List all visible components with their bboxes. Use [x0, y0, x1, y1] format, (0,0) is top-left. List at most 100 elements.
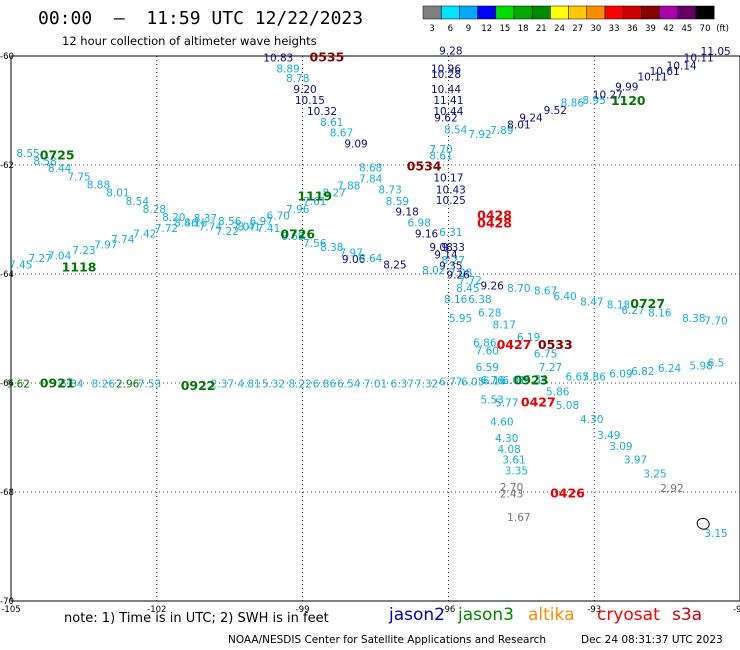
wave-height-label: 10.11	[637, 72, 667, 84]
wave-height-label: 1.67	[507, 512, 530, 524]
lon-tick-label: -102	[147, 605, 166, 615]
pass-time-label: 0427	[521, 394, 556, 409]
wave-height-label: 10.44	[431, 84, 461, 96]
wave-height-label: 8.61	[320, 117, 343, 129]
colorbar: 3 6 9 12 15 18 21 24 27 30 33 36 39 42 45 70 (ft)	[422, 5, 729, 34]
wave-height-label: 3.25	[643, 468, 666, 480]
wave-height-label: 7.23	[72, 245, 95, 257]
wave-height-label: 8.16	[184, 218, 208, 230]
footer-credit: NOAA/NESDIS Center for Satellite Applica…	[228, 634, 546, 646]
wave-height-label: 3.49	[597, 430, 620, 442]
wave-height-label: 10.32	[307, 106, 337, 118]
pass-time-label: 0923	[514, 373, 549, 388]
wave-height-label: 6.69	[281, 231, 304, 243]
colorbar-label: 36	[627, 24, 638, 34]
island-outline	[696, 517, 710, 530]
colorbar-label: 21	[536, 24, 547, 34]
wave-height-label: 8.27	[322, 188, 345, 200]
lat-tick-label: -70	[0, 597, 14, 607]
wave-height-label: 6.75	[534, 348, 557, 360]
wave-height-label: 6.38	[468, 294, 491, 306]
wave-height-label: 8.38	[682, 313, 705, 325]
wave-height-label: 6.86	[473, 337, 497, 349]
legend-altika: altika	[528, 605, 575, 625]
lat-tick-label: -62	[0, 161, 14, 171]
wave-height-label: 8.46	[174, 218, 198, 230]
wave-height-label: 6.37	[391, 378, 414, 390]
wave-height-label: 8.67	[534, 286, 557, 298]
wave-height-label: 4.30	[495, 433, 518, 445]
wave-height-label: 6.34	[524, 374, 548, 386]
legend-cryosat: cryosat	[597, 605, 660, 625]
lat-tick-label: -66	[0, 379, 14, 389]
colorbar-swatch	[586, 5, 606, 20]
pass-time-label: 0726	[280, 227, 315, 242]
colorbar-swatch	[531, 5, 551, 20]
wave-height-label: 3.15	[704, 528, 727, 540]
wave-height-label: 6.05	[461, 377, 484, 389]
wave-height-label: 8.17	[493, 320, 516, 332]
wave-height-label: 10.27	[593, 90, 623, 102]
wave-height-label: 7.27	[28, 253, 51, 265]
pass-time-label: 0533	[538, 337, 573, 352]
colorbar-swatch	[659, 5, 679, 20]
wave-height-label: 8.02	[422, 265, 445, 277]
wave-height-label: 6.27	[621, 305, 644, 317]
wave-height-label: 4.60	[490, 417, 513, 429]
wave-height-label: 8.47	[580, 297, 603, 309]
wave-height-label: 6.86	[313, 378, 337, 390]
pass-time-label: 0727	[630, 296, 665, 311]
wave-height-label: 11.41	[433, 95, 463, 107]
wave-height-label: 4.30	[580, 414, 603, 426]
wave-height-label: 7.74	[199, 221, 223, 233]
wave-height-label: 9.08	[429, 242, 452, 254]
wave-height-label: 7.97	[94, 239, 117, 251]
wave-height-label: 9.62	[434, 112, 457, 124]
colorbar-swatch	[440, 5, 460, 20]
wave-height-label: 8.58	[33, 156, 56, 168]
wave-height-label: 6.16	[483, 376, 507, 388]
pass-time-label: 0922	[181, 378, 216, 393]
pass-time-label: 1118	[62, 259, 97, 274]
wave-height-label: 8.22	[288, 378, 311, 390]
wave-height-label: 8.73	[378, 184, 401, 196]
wave-height-label: 3.35	[505, 466, 528, 478]
wave-height-label: 2.70	[500, 482, 523, 494]
colorbar-swatch	[550, 5, 569, 20]
pass-time-label: 0428	[477, 208, 512, 223]
wave-height-label: 7.70	[704, 316, 727, 328]
wave-height-label: 6.97	[250, 216, 273, 228]
wave-height-label: 10.11	[684, 52, 714, 64]
wave-height-label: 7.70	[429, 144, 452, 156]
wave-height-label: 9.26	[480, 280, 504, 292]
wave-height-label: 7.32	[415, 378, 438, 390]
wave-height-label: 8.44	[48, 163, 72, 175]
colorbar-label: 9	[466, 24, 471, 34]
wave-height-label: 3.09	[609, 441, 632, 453]
wave-height-label: 9.33	[442, 242, 465, 254]
wave-height-label: 8.68	[359, 163, 382, 175]
wave-height-label: 9.26	[446, 269, 470, 281]
lat-tick-label: -68	[0, 488, 14, 498]
wave-height-label: 6.31	[439, 227, 462, 239]
wave-height-label: 8.20	[162, 212, 185, 224]
longitude-tick-labels: -105 -102 -99 -96 -93 -90	[1, 605, 740, 615]
wave-height-label: 7.42	[133, 228, 156, 240]
lat-tick-label: -64	[0, 270, 14, 280]
colorbar-label: 30	[590, 24, 601, 34]
wave-height-label: 7.04	[48, 250, 72, 262]
colorbar-label: 12	[481, 24, 492, 34]
colorbar-label: 24	[554, 24, 565, 34]
wave-height-label: 5.53	[480, 395, 503, 407]
wave-height-label: 10.83	[263, 52, 293, 64]
pass-time-label: 0428	[477, 216, 512, 231]
wave-height-label: 7.72	[155, 223, 178, 235]
wave-height-label: 2.43	[500, 488, 523, 500]
footer-date: Dec 24 08:31:37 UTC 2023	[581, 634, 723, 646]
legend-jason3: jason3	[458, 605, 514, 625]
wave-height-label: 8.67	[330, 128, 353, 140]
wave-height-label: 8.28	[143, 204, 166, 216]
colorbar-swatch	[513, 5, 533, 20]
wave-height-label: 9.06	[342, 254, 366, 266]
